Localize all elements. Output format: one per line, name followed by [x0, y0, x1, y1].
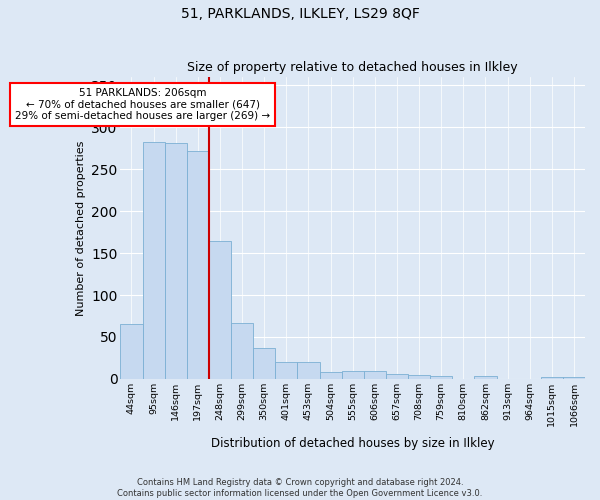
Bar	[187, 151, 209, 379]
Bar	[475, 376, 497, 379]
Bar	[386, 374, 408, 379]
Text: 51, PARKLANDS, ILKLEY, LS29 8QF: 51, PARKLANDS, ILKLEY, LS29 8QF	[181, 8, 419, 22]
X-axis label: Distribution of detached houses by size in Ilkley: Distribution of detached houses by size …	[211, 437, 494, 450]
Bar	[341, 372, 364, 379]
Bar	[408, 374, 430, 379]
Bar	[541, 377, 563, 379]
Bar	[563, 377, 585, 379]
Title: Size of property relative to detached houses in Ilkley: Size of property relative to detached ho…	[187, 62, 518, 74]
Bar	[143, 142, 164, 379]
Bar	[164, 144, 187, 379]
Bar	[275, 362, 298, 379]
Bar	[320, 372, 341, 379]
Y-axis label: Number of detached properties: Number of detached properties	[76, 140, 86, 316]
Bar	[364, 372, 386, 379]
Bar	[298, 362, 320, 379]
Bar	[430, 376, 452, 379]
Bar	[231, 322, 253, 379]
Text: 51 PARKLANDS: 206sqm
← 70% of detached houses are smaller (647)
29% of semi-deta: 51 PARKLANDS: 206sqm ← 70% of detached h…	[15, 88, 270, 121]
Text: Contains HM Land Registry data © Crown copyright and database right 2024.
Contai: Contains HM Land Registry data © Crown c…	[118, 478, 482, 498]
Bar	[121, 324, 143, 379]
Bar	[253, 348, 275, 379]
Bar	[209, 240, 231, 379]
